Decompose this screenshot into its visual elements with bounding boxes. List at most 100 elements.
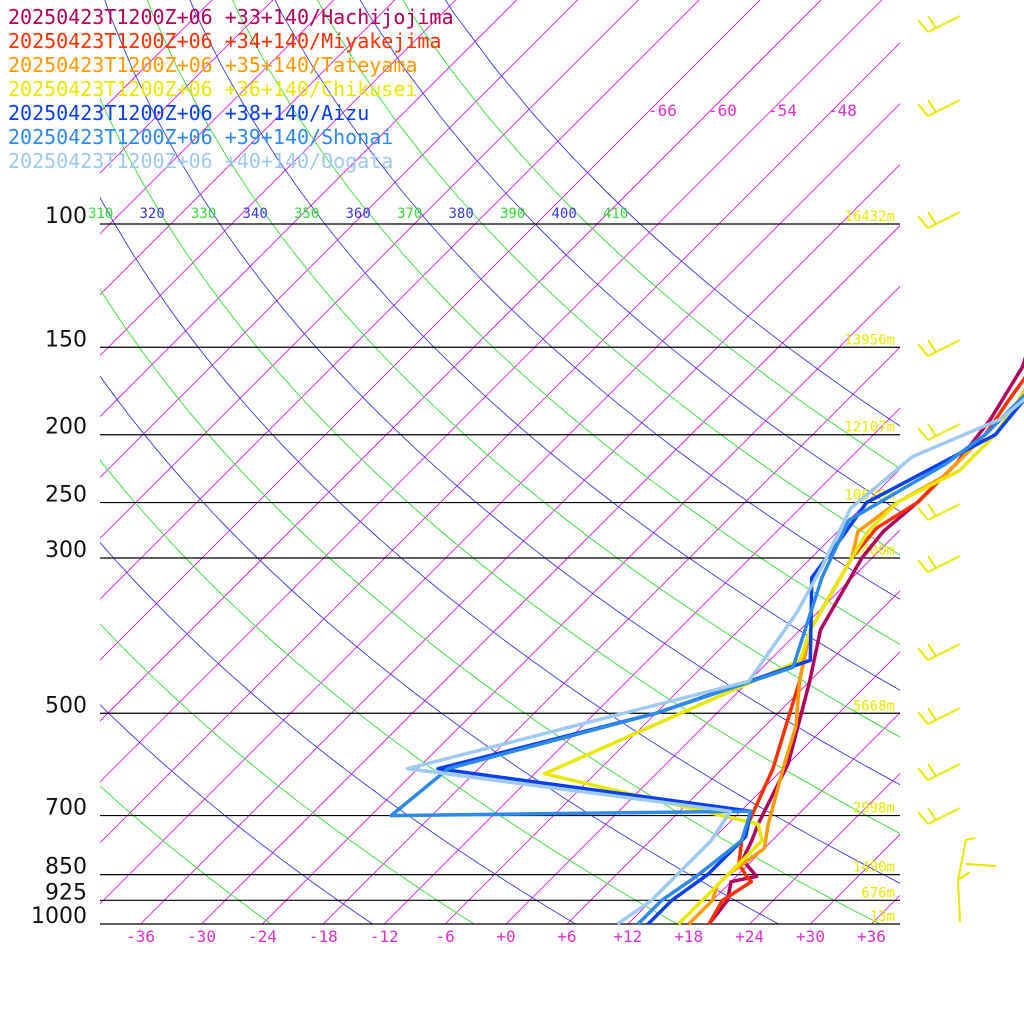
- height-label: 13m: [870, 909, 895, 925]
- theta-label: 310: [88, 206, 113, 222]
- theta-label: 390: [500, 206, 525, 222]
- temperature-tick: +30: [796, 927, 825, 946]
- wind-barb: [956, 837, 997, 923]
- series-line: [707, 376, 1024, 925]
- wind-barb: [917, 763, 961, 781]
- theta-labels: 310 320 330 340 350 360 370 380 390 400 410: [88, 206, 628, 222]
- temperature-tick: -30: [187, 927, 216, 946]
- isotherm-line: [100, 103, 900, 905]
- temperature-tick: -36: [126, 927, 155, 946]
- adiabat-line: [100, 623, 475, 924]
- pressure-label: 200: [45, 415, 87, 440]
- wind-barb: [917, 643, 961, 661]
- isotherm-line: [100, 0, 396, 296]
- series-line: [542, 390, 1024, 926]
- height-label: 13956m: [844, 332, 895, 348]
- isotherm-line: [262, 285, 900, 924]
- height-label: 12107m: [844, 420, 895, 436]
- pressure-label: 1000: [31, 904, 87, 929]
- legend-entry: 20250423T1200Z+06 +39+140/Shonai: [8, 125, 393, 149]
- wind-barb: [917, 339, 961, 357]
- theta-label: 410: [603, 206, 628, 222]
- isotherm-line: [100, 0, 335, 235]
- upper-temp-label: -48: [828, 101, 857, 120]
- height-label: 16432m: [844, 209, 895, 225]
- isotherm-line: [810, 833, 900, 924]
- isotherm-line: [100, 0, 578, 478]
- isotherm-line: [505, 529, 900, 924]
- upper-temp-labels: -66 -60 -54 -48: [648, 101, 857, 120]
- pressure-label: 850: [45, 855, 87, 880]
- temperature-tick: +6: [557, 927, 576, 946]
- height-label: 5668m: [853, 698, 895, 714]
- wind-barb: [917, 211, 961, 229]
- legend-entry: 20250423T1200Z+06 +33+140/Hachijojima: [8, 5, 454, 29]
- wind-barb: [917, 15, 961, 33]
- isotherm-line: [444, 468, 900, 924]
- temperature-tick: -24: [248, 927, 277, 946]
- upper-temp-label: -60: [708, 101, 737, 120]
- pressure-label: 250: [45, 483, 87, 508]
- temperature-tick: +18: [674, 927, 703, 946]
- isotherm-line: [100, 0, 761, 661]
- isotherm-line: [201, 224, 900, 924]
- upper-temp-label: -54: [768, 101, 797, 120]
- theta-label: 320: [140, 206, 165, 222]
- theta-label: 400: [552, 206, 577, 222]
- pressure-label: 300: [45, 538, 87, 563]
- adiabat-line: [100, 785, 272, 924]
- height-label: 676m: [861, 885, 895, 901]
- isotherm-line: [100, 42, 900, 844]
- adiabat-line: [100, 704, 374, 924]
- isotherm-line: [100, 0, 639, 539]
- isotherm-line: [749, 773, 900, 924]
- temperature-tick: +24: [735, 927, 764, 946]
- isotherm-line: [688, 712, 900, 924]
- isotherm-line: [140, 164, 900, 924]
- adiabat-line: [402, 0, 900, 469]
- legend-entry: 20250423T1200Z+06 +36+140/Chikusei: [8, 77, 417, 101]
- adiabat-line: [100, 541, 577, 924]
- wind-barb: [917, 707, 961, 725]
- isotherm-line: [100, 0, 213, 113]
- temperature-axis: -36 -30 -24 -18 -12 -6 +0 +6 +12 +18 +24 +30 +36: [126, 927, 886, 946]
- series-line: [707, 356, 1024, 926]
- theta-label: 340: [243, 206, 268, 222]
- theta-label: 360: [346, 206, 371, 222]
- isotherm-line: [100, 0, 457, 357]
- pressure-label: 150: [45, 327, 87, 352]
- wind-barb: [917, 807, 961, 825]
- sounding-series: [389, 356, 1024, 926]
- wind-barbs: [917, 15, 997, 923]
- adiabat-line: [100, 459, 678, 924]
- series-line: [389, 393, 1024, 926]
- wind-barb: [917, 555, 961, 573]
- height-label: 2998m: [853, 801, 895, 817]
- wind-barb: [917, 423, 961, 441]
- isotherm-line: [100, 0, 518, 418]
- pressure-label: 700: [45, 796, 87, 821]
- wind-barb: [917, 503, 961, 521]
- temperature-tick: +0: [496, 927, 515, 946]
- pressure-label: 100: [45, 204, 87, 229]
- theta-label: 350: [294, 206, 319, 222]
- temperature-tick: -12: [370, 927, 399, 946]
- isotherm-line: [100, 0, 822, 722]
- isotherm-line: [100, 0, 700, 600]
- isotherm-line: [627, 651, 900, 924]
- isotherm-line: [100, 0, 883, 783]
- theta-label: 330: [191, 206, 216, 222]
- isotherm-line: [100, 0, 274, 174]
- pressure-label: 925: [45, 880, 87, 905]
- pressure-label: 500: [45, 693, 87, 718]
- series-line: [405, 397, 1024, 926]
- legend-entry: 20250423T1200Z+06 +38+140/Aizu: [8, 101, 369, 125]
- legend-entry: 20250423T1200Z+06 +35+140/Tateyama: [8, 53, 417, 77]
- theta-label: 380: [449, 206, 474, 222]
- temperature-tick: -18: [309, 927, 338, 946]
- temperature-tick: +36: [857, 927, 886, 946]
- adiabat-line: [444, 0, 900, 427]
- series-line: [687, 388, 1024, 926]
